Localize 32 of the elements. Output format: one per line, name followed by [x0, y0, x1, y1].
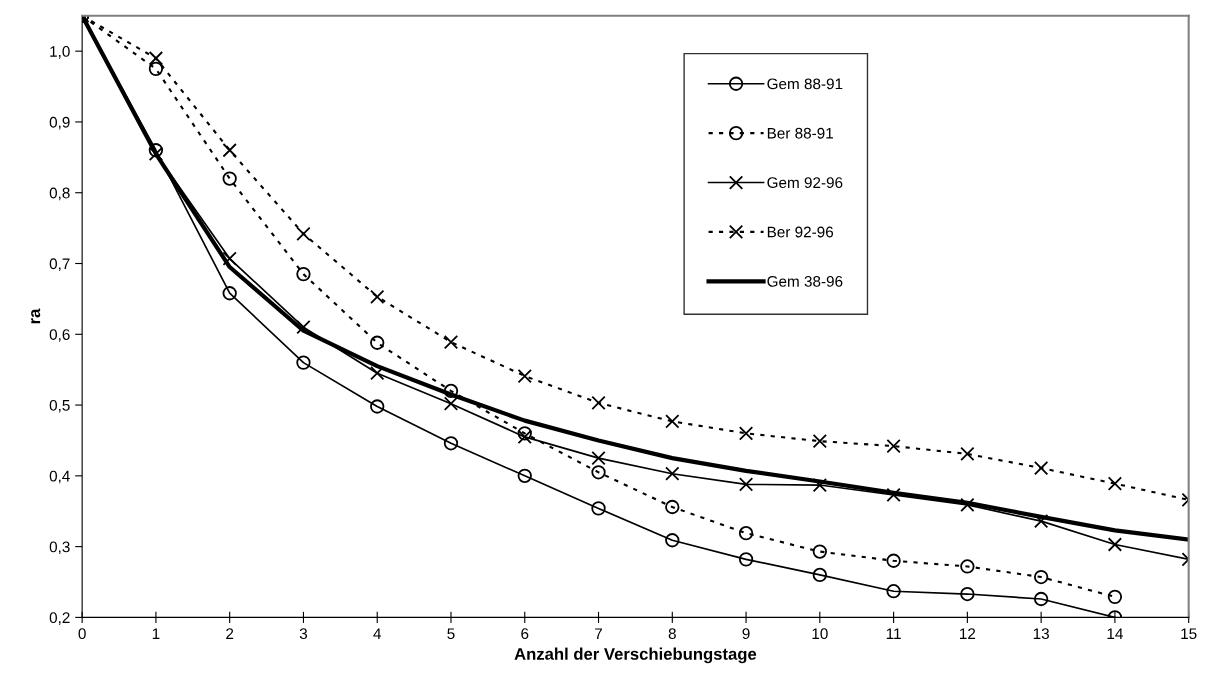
y-tick-label: 0,3 — [49, 541, 70, 555]
x-tick-label: 9 — [742, 628, 750, 640]
legend-label: Ber 92-96 — [767, 226, 834, 238]
legend-label: Ber 88-91 — [767, 127, 833, 139]
legend-label: Gem 92-96 — [767, 177, 843, 189]
y-tick-label: 0,2 — [49, 612, 70, 625]
x-tick-label: 7 — [595, 628, 603, 639]
x-tick-label: 3 — [299, 628, 308, 640]
y-tick-label: 1,0 — [50, 46, 70, 59]
y-axis-title: ra — [31, 308, 41, 324]
x-tick-label: 5 — [447, 628, 455, 640]
x-tick-label: 0 — [78, 628, 86, 640]
x-tick-label: 13 — [1033, 628, 1049, 640]
x-tick-label: 10 — [812, 628, 828, 640]
x-tick-label: 15 — [1181, 628, 1197, 640]
x-tick-label: 1 — [152, 628, 160, 639]
y-tick-label: 0,5 — [49, 399, 70, 413]
legend-label: Gem 88-91 — [767, 78, 843, 90]
x-tick-label: 8 — [668, 628, 676, 640]
y-tick-label: 0,8 — [49, 187, 70, 201]
y-tick-label: 0,9 — [49, 116, 70, 130]
x-tick-label: 6 — [521, 628, 529, 640]
x-tick-label: 14 — [1107, 628, 1123, 639]
x-tick-label: 4 — [373, 628, 382, 639]
x-tick-label: 2 — [226, 628, 234, 639]
y-tick-label: 0,6 — [49, 329, 70, 342]
x-axis-title: Anzahl der Verschiebungstage — [514, 647, 757, 664]
x-tick-label: 12 — [960, 628, 976, 639]
x-tick-label: 11 — [886, 628, 901, 639]
legend-label: Gem 38-96 — [767, 275, 843, 287]
y-tick-label: 0,4 — [49, 470, 70, 484]
y-tick-label: 0,7 — [49, 258, 70, 271]
